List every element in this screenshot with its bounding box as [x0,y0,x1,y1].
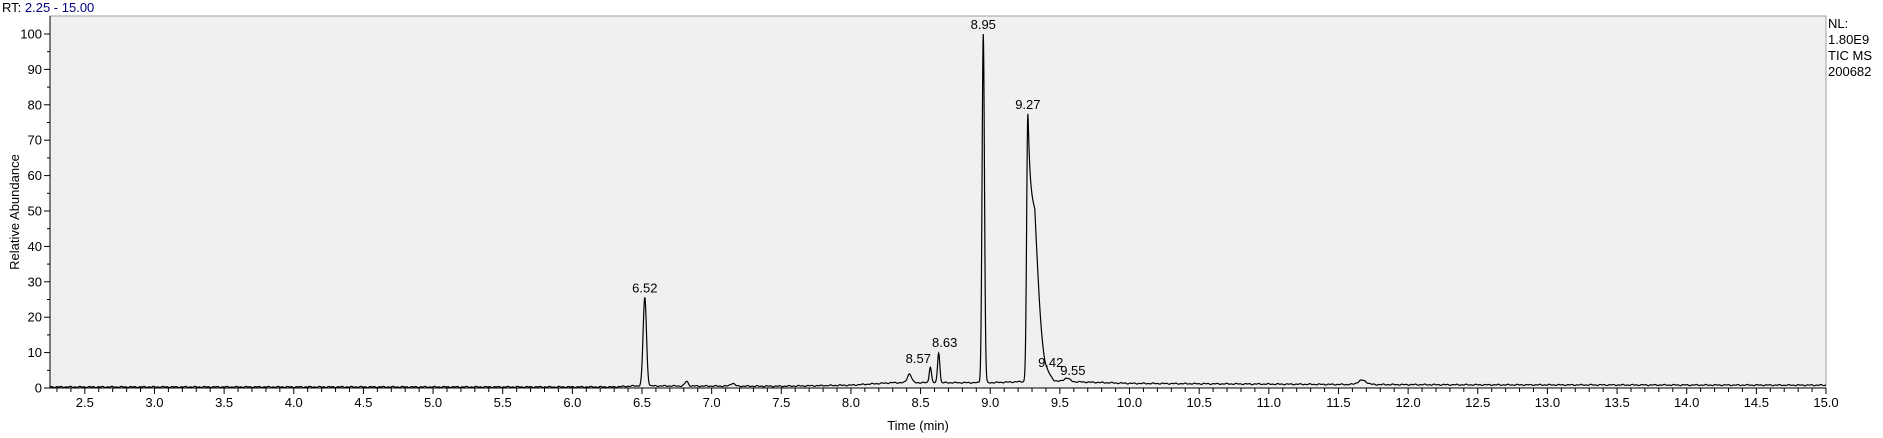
x-tick-label: 11.0 [1257,395,1281,410]
x-tick-label: 4.5 [354,395,372,410]
peak-label: 8.95 [971,17,996,32]
peak-labels: 6.52 8.578.63 8.95 9.27 9.429.55 [632,17,1085,378]
peak-label: 9.55 [1060,363,1085,378]
y-axis-ticks: 0 10 20 30 40 50 60 70 80 90 100 [20,27,50,396]
x-tick-label: 8.0 [842,395,860,410]
peak-label: 8.63 [932,335,957,350]
axes [49,16,1826,389]
x-tick-label: 12.0 [1395,395,1420,410]
y-tick-label: 90 [28,62,42,77]
y-tick-label: 10 [28,345,42,360]
x-tick-label: 5.5 [494,395,512,410]
x-tick-label: 11.5 [1326,395,1350,410]
x-tick-label: 9.5 [1051,395,1069,410]
y-tick-label: 50 [28,204,42,219]
normalization-info: NL: 1.80E9 TIC MS 200682 [1828,16,1872,80]
x-tick-label: 10.5 [1187,395,1212,410]
y-tick-label: 30 [28,274,42,289]
x-tick-label: 13.5 [1604,395,1629,410]
x-tick-label: 3.0 [145,395,163,410]
y-tick-label: 80 [28,97,42,112]
rt-label: RT: [2,0,22,15]
peak-label: 6.52 [632,280,657,295]
x-tick-label: 9.0 [981,395,999,410]
y-tick-label: 60 [28,168,42,183]
scan-id: 200682 [1828,64,1872,79]
x-tick-label: 7.5 [772,395,790,410]
peak-label: 8.57 [906,351,931,366]
x-tick-label: 15.0 [1813,395,1838,410]
plot-area [49,15,1827,389]
x-tick-label: 4.0 [285,395,303,410]
x-axis-ticks: 2.5 3.0 3.5 4.0 4.5 5.0 5.5 6.0 6.5 7.0 7.5 8.0 8.5 9… [56,388,1839,410]
rt-range-value: 2.25 - 15.00 [24,0,95,15]
x-tick-label: 14.0 [1674,395,1699,410]
rt-range-header: RT: 2.25 - 15.00 [2,0,94,15]
peak-label: 9.27 [1015,97,1040,112]
x-tick-label: 10.0 [1117,395,1142,410]
tic-trace-line [49,33,1827,389]
x-tick-label: 6.0 [563,395,581,410]
y-tick-label: 0 [35,381,42,396]
y-tick-label: 70 [28,133,42,148]
x-tick-label: 6.5 [633,395,651,410]
y-tick-label: 100 [20,27,42,42]
nl-label: NL: [1828,16,1849,31]
x-tick-label: 12.5 [1465,395,1490,410]
y-tick-label: 40 [28,239,42,254]
x-tick-label: 3.5 [215,395,233,410]
nl-value: 1.80E9 [1828,32,1870,47]
x-tick-label: 13.0 [1535,395,1560,410]
x-tick-label: 7.0 [703,395,721,410]
trace-type: TIC MS [1828,48,1873,63]
y-tick-label: 20 [28,310,42,325]
x-tick-label: 5.0 [424,395,442,410]
x-tick-label: 2.5 [76,395,94,410]
x-tick-label: 14.5 [1744,395,1769,410]
x-axis-title: Time (min) [887,418,949,433]
peak-label: 9.42 [1038,355,1063,370]
y-axis-title: Relative Abundance [7,154,22,270]
x-tick-label: 8.5 [912,395,930,410]
